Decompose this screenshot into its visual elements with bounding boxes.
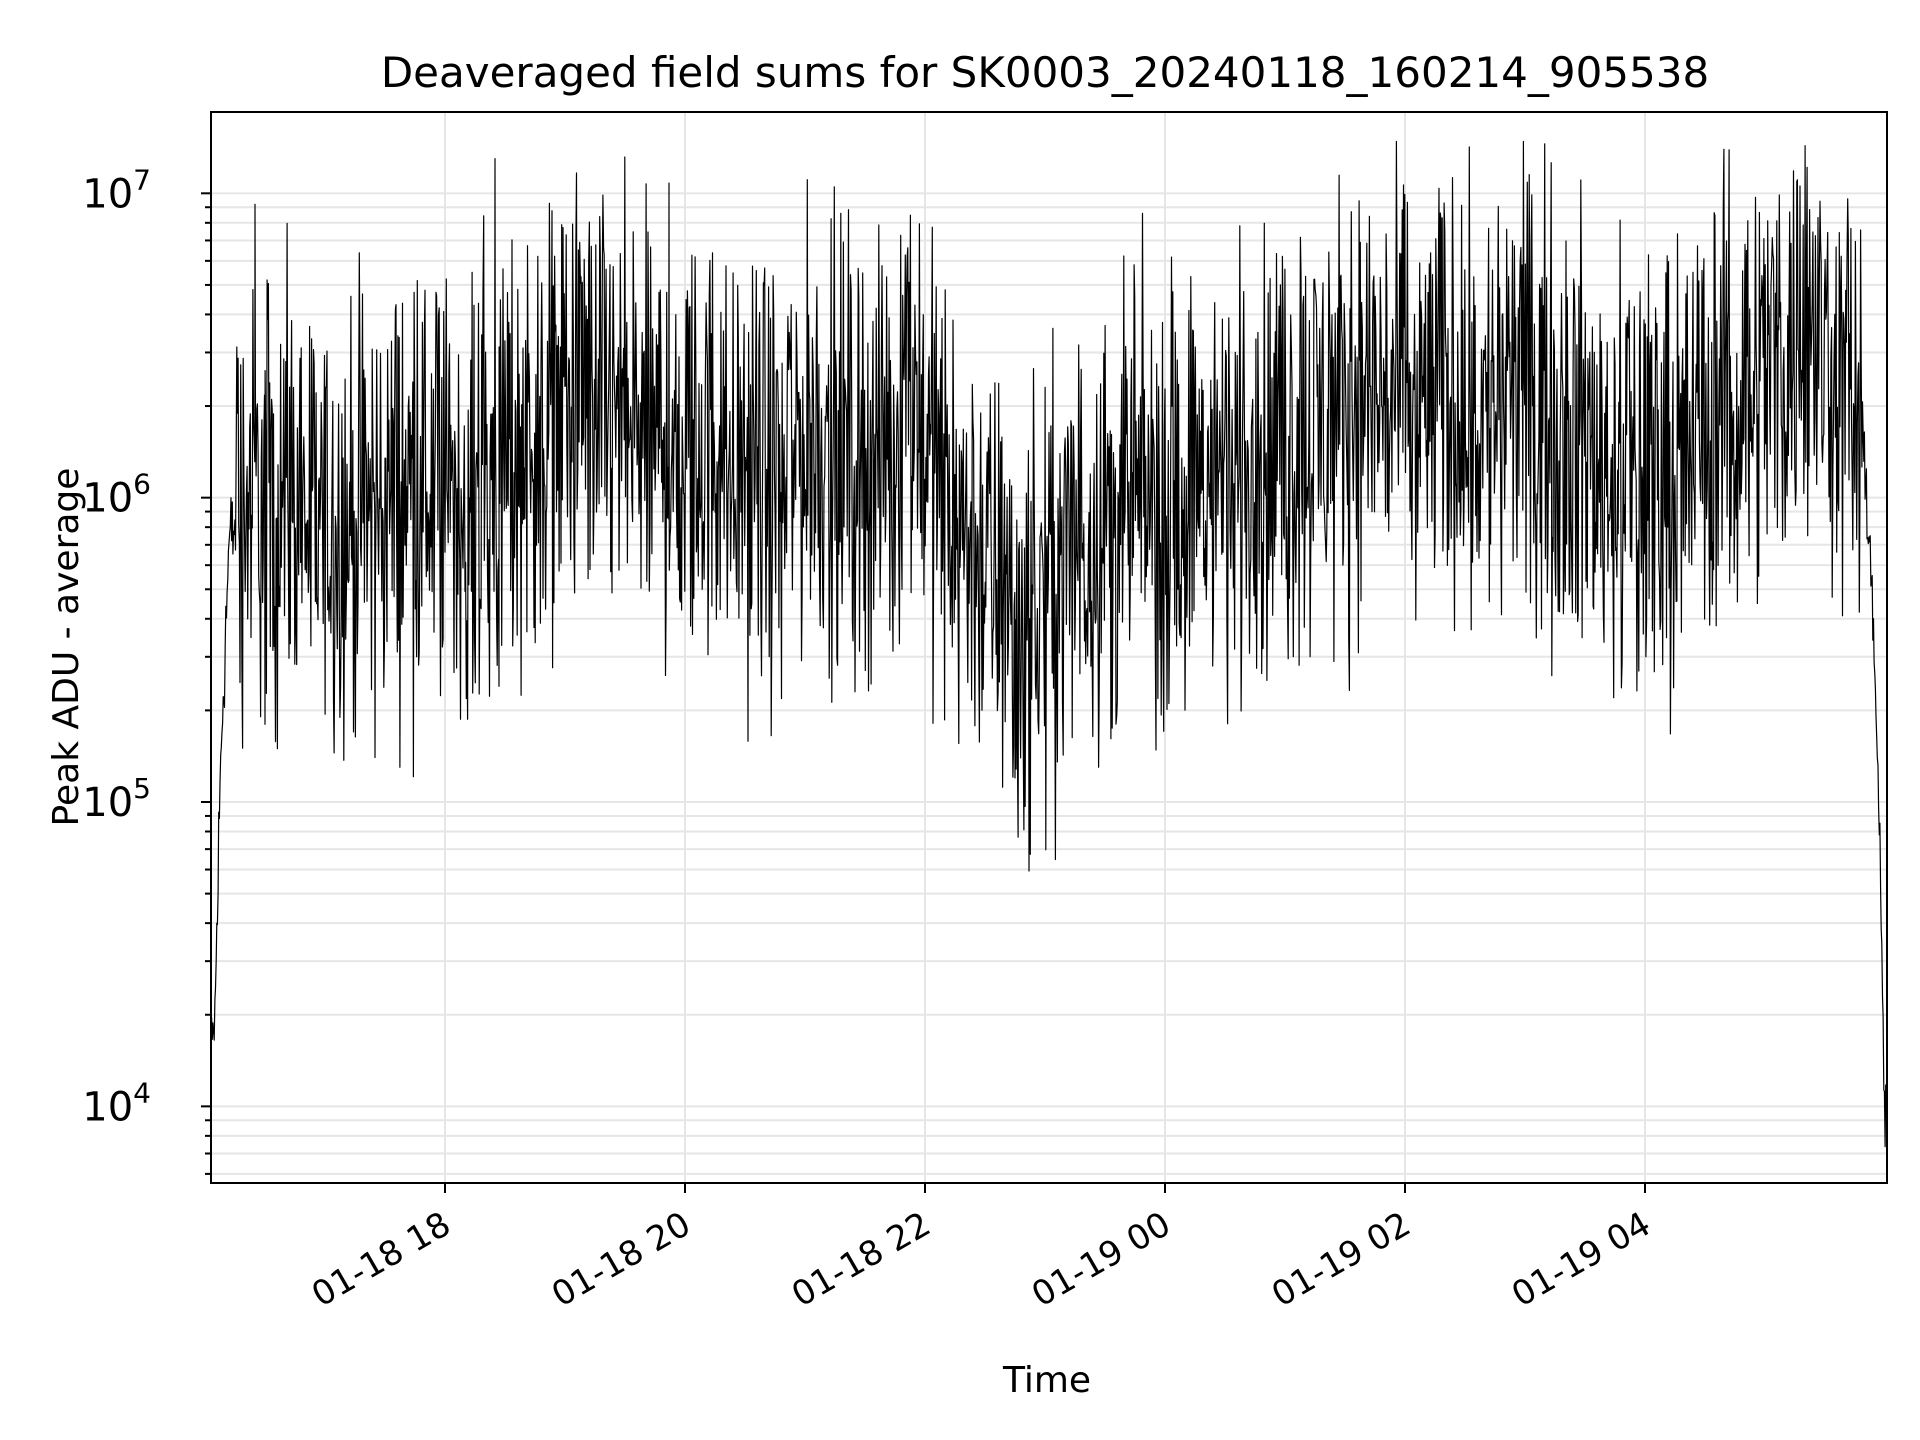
y-tick-label: 104	[82, 1076, 151, 1130]
series-line	[210, 140, 1888, 1148]
y-tick-exponent: 4	[133, 1076, 151, 1109]
y-tick-exponent: 5	[133, 772, 151, 805]
y-tick-label: 107	[82, 163, 151, 217]
y-tick-label: 106	[82, 468, 151, 522]
y-tick-exponent: 6	[133, 468, 151, 501]
y-tick-base: 10	[82, 171, 133, 217]
x-axis-label: Time	[1002, 1360, 1091, 1401]
y-tick-base: 10	[82, 1084, 133, 1130]
y-axis-label: Peak ADU - average	[46, 468, 87, 827]
plot-frame	[210, 111, 1888, 1184]
chart-title: Deaveraged field sums for SK0003_2024011…	[381, 48, 1709, 97]
y-tick-label: 105	[82, 772, 151, 826]
y-tick-base: 10	[82, 476, 133, 522]
y-tick-exponent: 7	[133, 163, 151, 196]
y-tick-base: 10	[82, 780, 133, 826]
plot-area	[210, 140, 1888, 1148]
